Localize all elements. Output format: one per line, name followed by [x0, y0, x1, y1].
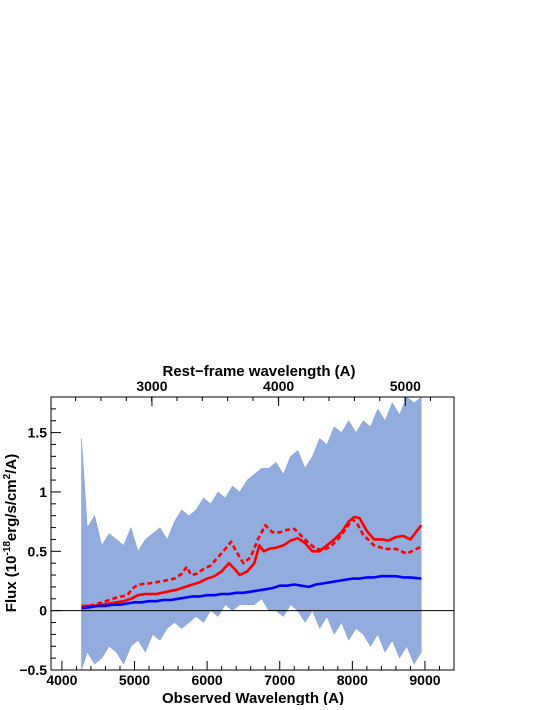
model-series-layer — [51, 515, 454, 612]
x-tick-label: 6000 — [192, 672, 223, 688]
observed-spectrum-layer — [81, 397, 422, 670]
noise-blue-line — [81, 574, 422, 610]
x-tick-label: 8000 — [337, 672, 368, 688]
y-tick-label: 0 — [39, 603, 47, 619]
plot-frame — [50, 396, 455, 671]
axes-layer: 4000 5000 6000 7000 8000 9000 −0.5 0 0.5 1 1.5 3000… — [19, 378, 440, 688]
top-tick-label: 3000 — [136, 378, 167, 394]
y-axis-label-exp2: 2 — [2, 473, 13, 479]
model-solid-red-line — [81, 515, 423, 608]
y-tick-label: 1 — [39, 484, 47, 500]
plot-area — [51, 397, 454, 670]
top-tick-label: 4000 — [263, 378, 294, 394]
y-axis-label-exp1: -18 — [2, 541, 13, 556]
observed-spectrum-band — [81, 397, 422, 670]
y-axis-label: Flux (10-18erg/s/cm2/A) — [2, 454, 20, 612]
y-axis-label-pre: Flux (10 — [3, 556, 20, 613]
x-tick-label: 5000 — [119, 672, 150, 688]
y-axis-label-post: /A) — [3, 454, 20, 474]
x-tick-label: 4000 — [46, 672, 77, 688]
y-axis-label-mid: erg/s/cm — [3, 479, 20, 541]
y-tick-label: 1.5 — [28, 425, 48, 441]
x-tick-label: 7000 — [264, 672, 295, 688]
model-dashed-red-line — [81, 518, 422, 609]
y-tick-label: −0.5 — [19, 662, 47, 678]
x-tick-label: 9000 — [409, 672, 440, 688]
top-axis-label: Rest−frame wavelength (A) — [163, 363, 356, 380]
top-tick-label: 5000 — [390, 378, 421, 394]
x-axis-label: Observed Wavelength (A) — [162, 690, 344, 705]
y-tick-label: 0.5 — [28, 543, 48, 559]
